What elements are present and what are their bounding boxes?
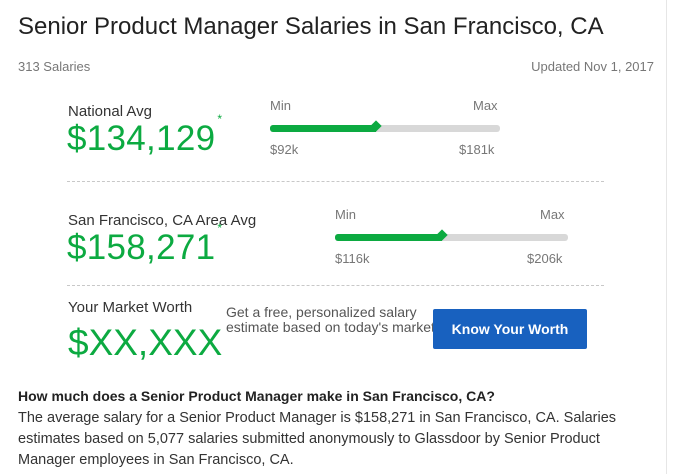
local-range-fill (335, 234, 443, 241)
page-title: Senior Product Manager Salaries in San F… (18, 13, 604, 40)
salary-count[interactable]: 313 Salaries (18, 59, 91, 74)
national-avg-label: National Avg (68, 103, 152, 120)
market-worth-label: Your Market Worth (68, 299, 193, 316)
national-min-value: $92k (270, 142, 299, 157)
local-min-value: $116k (335, 251, 370, 266)
national-avg-amount: $134,129 (67, 119, 216, 158)
updated-date: Updated Nov 1, 2017 (531, 59, 654, 74)
local-avg-label: San Francisco, CA Area Avg (68, 212, 257, 229)
local-max-value: $206k (527, 251, 563, 266)
national-avg-footnote: * (217, 112, 223, 127)
local-avg-amount: $158,271 (67, 228, 216, 267)
section-divider (67, 181, 604, 182)
local-avg-footnote: * (217, 221, 223, 236)
local-avg-value: $158,271 * (67, 221, 222, 268)
faq-answer: The average salary for a Senior Product … (18, 410, 617, 468)
local-range-bar (335, 229, 568, 241)
national-avg-value: $134,129 * (67, 112, 222, 159)
market-worth-value: $XX,XXX (68, 322, 223, 363)
page-border (666, 0, 667, 474)
local-max-label: Max (540, 207, 565, 222)
national-range-fill (270, 125, 376, 132)
know-your-worth-button[interactable]: Know Your Worth (433, 309, 587, 349)
local-min-label: Min (335, 207, 356, 222)
faq-question: How much does a Senior Product Manager m… (18, 388, 495, 404)
national-max-label: Max (473, 98, 498, 113)
national-range-bar (270, 120, 500, 132)
national-min-label: Min (270, 98, 291, 113)
market-worth-promo: Get a free, personalized salary estimate… (226, 304, 435, 335)
section-divider (67, 285, 604, 286)
national-max-value: $181k (459, 142, 495, 157)
